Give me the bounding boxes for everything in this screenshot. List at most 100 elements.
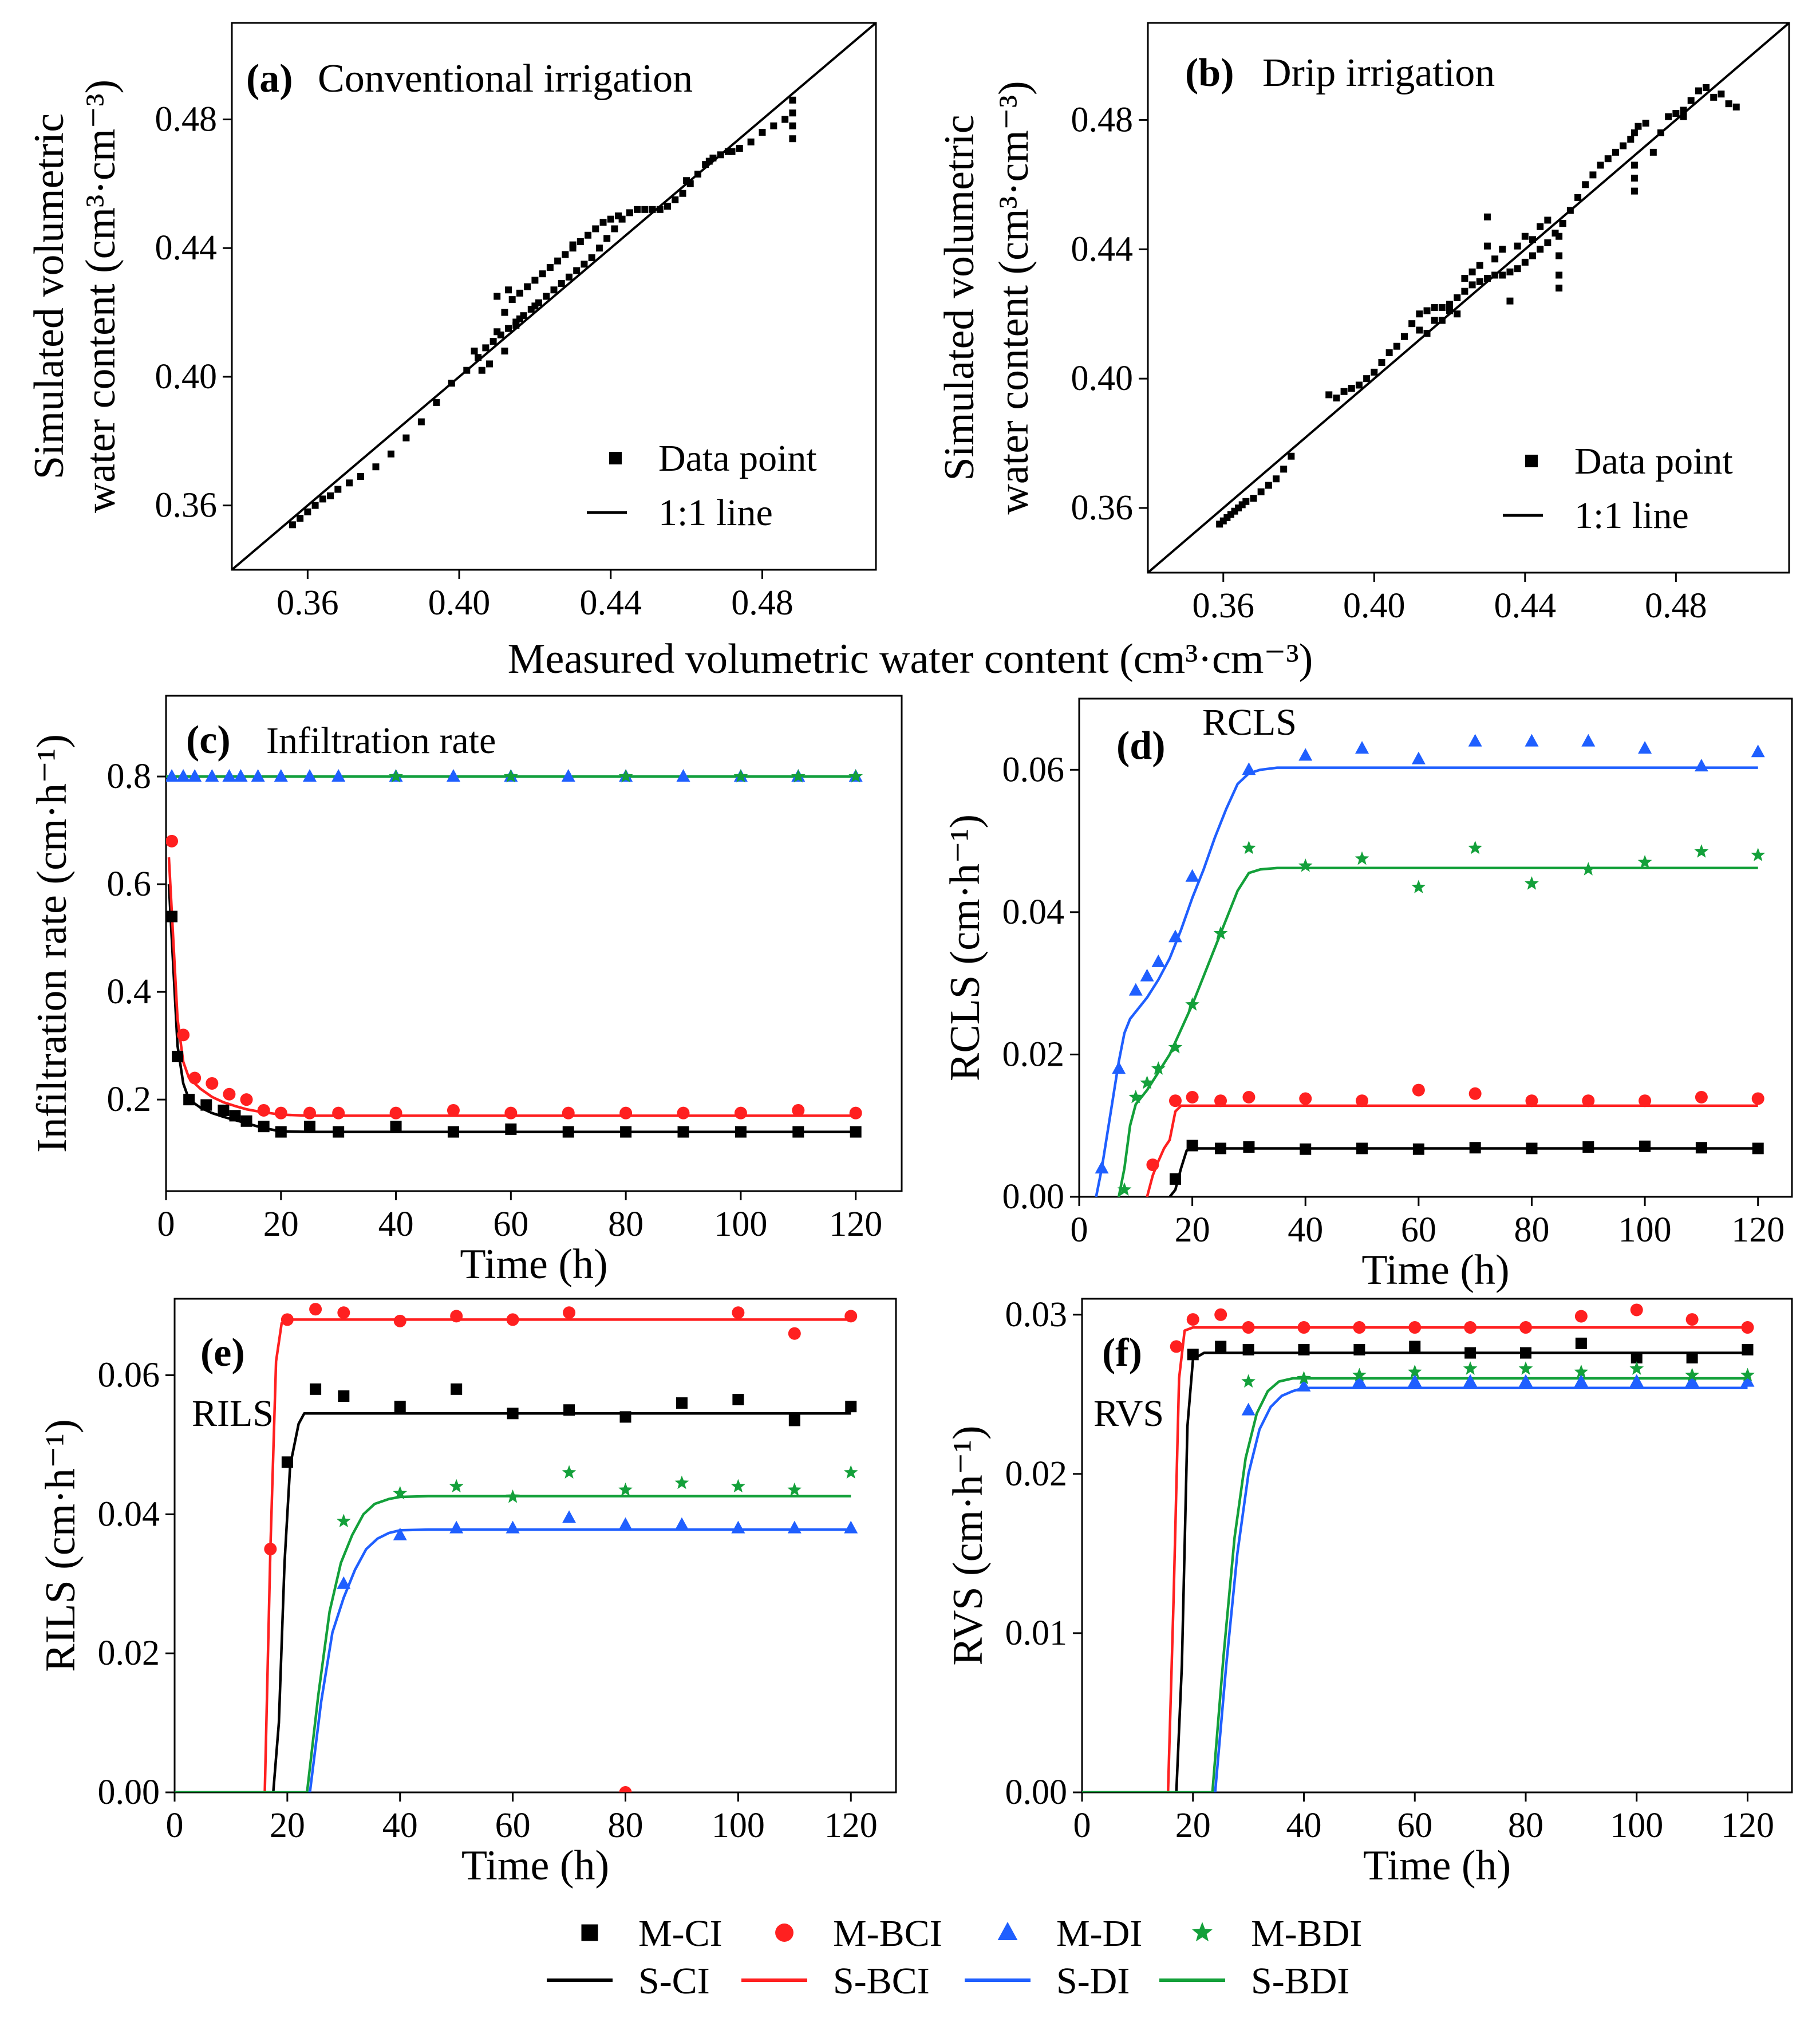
panel-d: 0 20 40 60 80 100 120 0.00 0.02 0.04 0.06 RCLS (cm·… [942, 697, 1793, 1294]
plot-area [232, 23, 876, 570]
data-point [289, 521, 296, 529]
point-M-DI [176, 769, 191, 782]
point-M-BCI [1186, 1091, 1199, 1103]
data-point [1491, 271, 1499, 279]
y-axis-label: RILS (cm·h⁻¹) [37, 1419, 84, 1672]
point-M-BDI [389, 769, 403, 783]
y-tick-label: 0.00 [1002, 1177, 1065, 1216]
panel-label: (b) [1185, 51, 1234, 95]
y-axis-label-line1: Simulated volumetric [26, 113, 73, 479]
x-axis-label: Time (h) [1363, 1842, 1511, 1889]
point-M-CI [1353, 1343, 1365, 1355]
point-M-DI [1581, 734, 1596, 747]
point-M-BCI [264, 1543, 277, 1556]
point-M-BCI [1582, 1094, 1595, 1107]
data-point [562, 251, 569, 258]
panel-title: RVS [1093, 1393, 1164, 1434]
point-M-CI [1242, 1343, 1254, 1355]
point-M-BCI [1519, 1321, 1532, 1334]
data-point [1604, 155, 1612, 163]
data-point [1687, 97, 1695, 104]
point-M-BDI [1574, 1364, 1589, 1378]
point-M-BCI [1639, 1094, 1652, 1107]
point-M-CI [275, 1126, 287, 1138]
x-tick-label: 120 [824, 1806, 878, 1845]
y-axis-label: RVS (cm·h⁻¹) [945, 1425, 992, 1665]
plot-frame [1078, 697, 1793, 1198]
data-point [546, 263, 554, 271]
x-tick-label: 0.48 [1645, 586, 1707, 625]
point-M-BDI [1128, 1090, 1143, 1103]
point-M-CI [281, 1456, 293, 1468]
data-point [531, 277, 539, 284]
point-M-CI [732, 1394, 744, 1406]
point-M-BCI [792, 1103, 805, 1117]
point-M-BDI [1352, 1367, 1367, 1381]
data-point [402, 434, 410, 442]
data-point [1529, 236, 1536, 243]
y-axis-label-line2: water content (cm³·cm⁻³) [77, 80, 124, 513]
point-M-DI [1638, 741, 1652, 754]
data-point [508, 296, 516, 304]
point-M-BCI [389, 1106, 402, 1120]
point-M-BCI [240, 1093, 253, 1106]
point-M-BCI [788, 1327, 801, 1340]
point-M-DI [1168, 929, 1182, 943]
x-axis-label: Time (h) [461, 1842, 609, 1889]
point-M-BCI [281, 1313, 294, 1326]
point-M-CI [303, 1121, 315, 1133]
panel-label: (c) [186, 718, 231, 762]
x-tick-label: 20 [1175, 1211, 1210, 1250]
panel-title: RCLS [1202, 701, 1297, 743]
data-point [494, 328, 501, 336]
y-tick-label: 0.40 [155, 357, 218, 396]
point-M-CI [676, 1397, 688, 1409]
x-tick-label: 0.36 [277, 584, 339, 622]
point-M-BDI [1297, 1371, 1311, 1385]
data-point [550, 286, 558, 294]
data-point [1438, 317, 1446, 324]
x-tick-label: 60 [493, 1205, 528, 1244]
point-M-BCI [844, 1310, 858, 1323]
data-point [1514, 265, 1521, 273]
y-tick-label: 0.44 [1071, 230, 1134, 269]
data-point [297, 515, 304, 522]
data-point [1288, 452, 1295, 460]
data-point [1257, 488, 1265, 495]
data-point [1725, 100, 1732, 108]
legend-label-S-CI: S-CI [638, 1960, 710, 2002]
point-M-BDI [504, 769, 518, 783]
data-point [1631, 129, 1638, 136]
data-point [1461, 287, 1468, 295]
point-M-CI [451, 1383, 463, 1395]
point-M-CI [1639, 1140, 1651, 1152]
data-point [486, 360, 493, 368]
point-M-BDI [787, 1482, 802, 1496]
point-M-BDI [1629, 1361, 1644, 1375]
data-point [770, 122, 777, 129]
point-M-BDI [1740, 1367, 1755, 1381]
point-M-BCI [619, 1106, 633, 1120]
point-M-DI [1685, 1374, 1699, 1387]
point-M-CI [1686, 1351, 1698, 1363]
point-M-DI [393, 1527, 407, 1540]
series-line-S-BDI [175, 1495, 851, 1792]
point-M-CI [1464, 1347, 1476, 1359]
point-M-BDI [1151, 1061, 1166, 1075]
data-point [1499, 271, 1506, 279]
y-axis-label-line2: water content (cm³·cm⁻³) [990, 81, 1037, 514]
point-M-CI [620, 1126, 632, 1138]
point-M-CI [183, 1094, 195, 1106]
data-point [789, 109, 796, 117]
panel-title: Drip irrigation [1262, 51, 1495, 95]
data-point [475, 354, 482, 361]
point-M-CI [1409, 1341, 1421, 1353]
point-M-BCI [1170, 1340, 1183, 1353]
point-M-CI [1582, 1141, 1594, 1153]
data-point [1446, 301, 1454, 308]
y-tick-label: 0.48 [155, 100, 218, 139]
x-tick-label: 40 [1288, 1211, 1323, 1250]
point-M-BCI [303, 1106, 316, 1120]
x-tick-label: 0 [1071, 1211, 1088, 1250]
y-tick-label: 0.02 [1005, 1455, 1068, 1493]
